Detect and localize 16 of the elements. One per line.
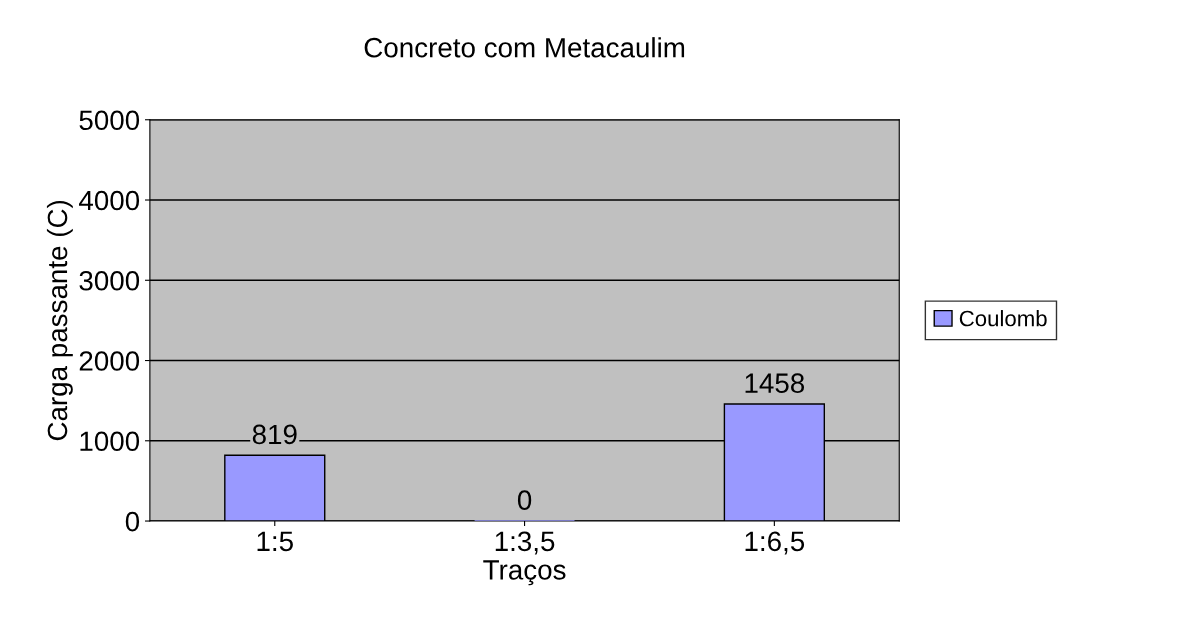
y-tick-label: 5000: [79, 110, 140, 131]
y-tick-label: 1000: [80, 431, 140, 452]
chart-title: Concreto com Metacaulim: [364, 37, 685, 58]
data-label: 1458: [745, 373, 805, 393]
legend-label: Coulomb: [959, 310, 1047, 327]
data-label: 0: [517, 490, 532, 510]
y-tick-label: 2000: [79, 351, 140, 371]
y-tick-label: 4000: [79, 190, 140, 211]
y-tick-label: 3000: [79, 270, 140, 291]
x-axis-title: Traços: [483, 560, 566, 586]
x-tick-label: 1:6,5: [745, 531, 805, 555]
y-axis-title: Carga passante (C): [46, 200, 73, 441]
y-tick-label: 0: [125, 511, 140, 532]
x-tick-label: 1:5: [257, 531, 293, 552]
x-tick-label: 1:3,5: [495, 531, 555, 555]
data-label: 819: [252, 424, 297, 445]
